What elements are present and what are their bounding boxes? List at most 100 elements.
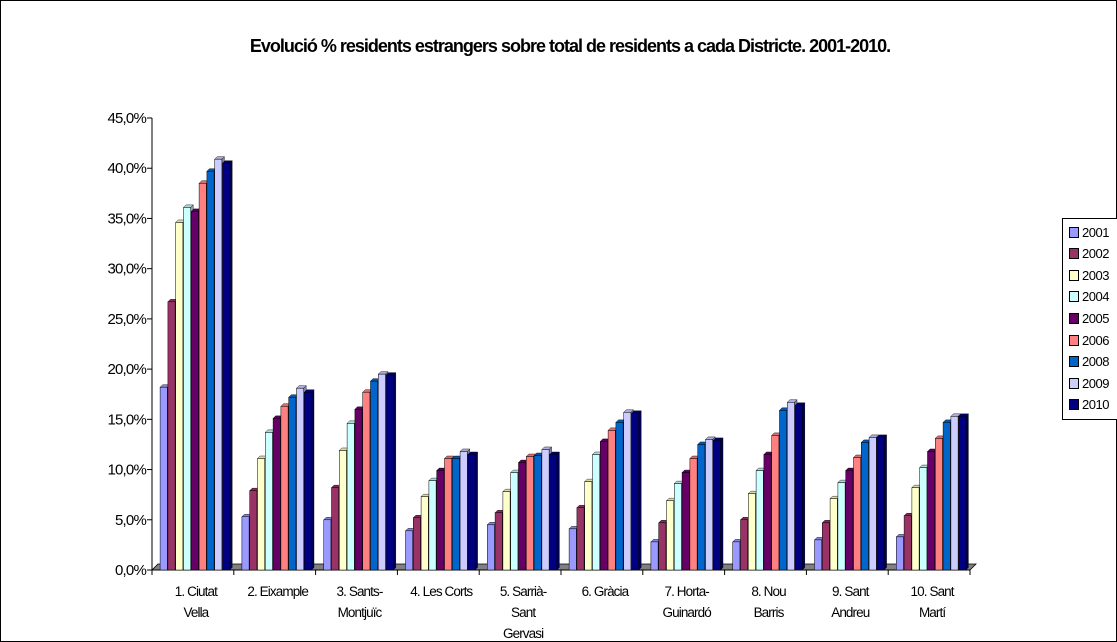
bar-2004: [837, 482, 846, 571]
legend-swatch: [1069, 377, 1079, 389]
bar-2004: [510, 472, 519, 571]
legend-swatch: [1069, 334, 1079, 346]
x-tick-label: 10. Sant: [911, 584, 955, 599]
bar-2010: [385, 374, 394, 571]
bar-2003: [420, 496, 429, 571]
legend-label: 2002: [1082, 246, 1109, 262]
bar-2010: [713, 440, 721, 571]
bar-2009: [541, 449, 550, 571]
legend-swatch: [1069, 291, 1079, 303]
bar-side: [638, 410, 642, 571]
bar-2006: [771, 435, 780, 571]
bar-side: [474, 451, 478, 571]
bar-2008: [452, 458, 460, 571]
bar-2009: [950, 416, 959, 571]
bar-2006: [280, 406, 289, 571]
bar-2009: [868, 437, 877, 571]
bar-2005: [272, 418, 281, 571]
y-tick-label: 10,0%: [107, 462, 146, 479]
legend-item: 2003: [1069, 266, 1109, 284]
x-tick-label: Martí: [919, 605, 946, 620]
bar-2002: [331, 487, 339, 571]
legend-label: 2005: [1082, 310, 1109, 326]
bar-2001: [323, 519, 332, 571]
bar-2008: [615, 422, 624, 571]
bar-2001: [732, 541, 741, 571]
bar-2004: [592, 454, 600, 571]
bar-2006: [198, 183, 207, 571]
bar-2008: [370, 380, 378, 571]
bar-side: [883, 434, 887, 571]
bar-2001: [405, 530, 413, 571]
legend-label: 2006: [1082, 332, 1109, 348]
legend-item: 2002: [1069, 245, 1109, 263]
bar-2010: [549, 454, 558, 571]
bar-2002: [903, 515, 912, 571]
x-tick-label: 9. Sant: [832, 584, 870, 599]
bar-2008: [288, 396, 297, 571]
x-tick-label: Guinardó: [663, 605, 712, 620]
bar-2010: [631, 413, 639, 571]
x-tick-label: 5. Sarrià-: [500, 584, 547, 599]
bar-2005: [354, 409, 363, 571]
bar-2004: [428, 480, 437, 571]
bar-2003: [911, 487, 920, 571]
bar-2006: [935, 438, 943, 571]
y-tick-label: 35,0%: [107, 210, 146, 227]
legend-label: 2001: [1082, 224, 1109, 240]
bar-2004: [755, 470, 764, 571]
bar-2001: [241, 516, 250, 571]
x-tick-label: 4. Les Corts: [410, 584, 473, 599]
legend-swatch: [1069, 356, 1079, 368]
y-tick-label: 30,0%: [107, 261, 146, 278]
x-tick-label: Montjuïc: [338, 605, 383, 620]
bar-side: [802, 402, 805, 571]
bar-2006: [689, 458, 698, 571]
bar-2003: [584, 481, 593, 571]
bar-side: [229, 160, 233, 571]
bar-2010: [222, 162, 230, 571]
bar-2008: [779, 410, 787, 571]
bar-2002: [167, 301, 176, 571]
x-tick-label: 1. Ciutat: [175, 584, 218, 599]
y-tick-label: 0,0%: [115, 562, 146, 579]
legend: 2001 2002 2003 2004 2005 2006 2008 2009 2010: [1062, 218, 1117, 420]
bar-2002: [740, 519, 748, 571]
bar-side: [720, 437, 724, 571]
bar-2005: [436, 470, 445, 571]
legend-swatch: [1069, 269, 1079, 281]
bar-2006: [444, 458, 452, 571]
y-tick-label: 45,0%: [107, 110, 146, 127]
legend-item: 2005: [1069, 309, 1109, 327]
y-tick-label: 20,0%: [107, 361, 146, 378]
bar-2003: [666, 500, 674, 571]
bar-2010: [876, 437, 885, 571]
legend-swatch: [1069, 399, 1079, 411]
legend-label: 2003: [1082, 267, 1109, 283]
bar-2009: [787, 402, 795, 571]
legend-swatch: [1069, 226, 1079, 238]
bar-2002: [822, 522, 830, 571]
bar-2006: [853, 457, 861, 571]
bar-2009: [459, 451, 468, 571]
bar-2005: [191, 211, 199, 571]
bar-2004: [919, 467, 928, 571]
legend-item: 2001: [1069, 223, 1109, 241]
bar-2004: [265, 432, 273, 571]
bar-2003: [748, 493, 756, 571]
bar-2008: [206, 170, 215, 571]
bar-2008: [942, 422, 951, 571]
legend-swatch: [1069, 248, 1079, 260]
y-tick-label: 25,0%: [107, 311, 146, 328]
bar-2003: [829, 498, 838, 571]
bar-2002: [249, 490, 258, 571]
bar-2005: [681, 472, 690, 571]
x-tick-label: Andreu: [831, 605, 870, 620]
bar-2001: [487, 524, 495, 571]
x-tick-label: Vella: [184, 605, 210, 620]
bar-2004: [674, 483, 682, 571]
legend-item: 2006: [1069, 331, 1109, 349]
bar-2004: [346, 423, 355, 571]
bar-2002: [658, 522, 667, 571]
y-tick-label: 40,0%: [107, 160, 146, 177]
